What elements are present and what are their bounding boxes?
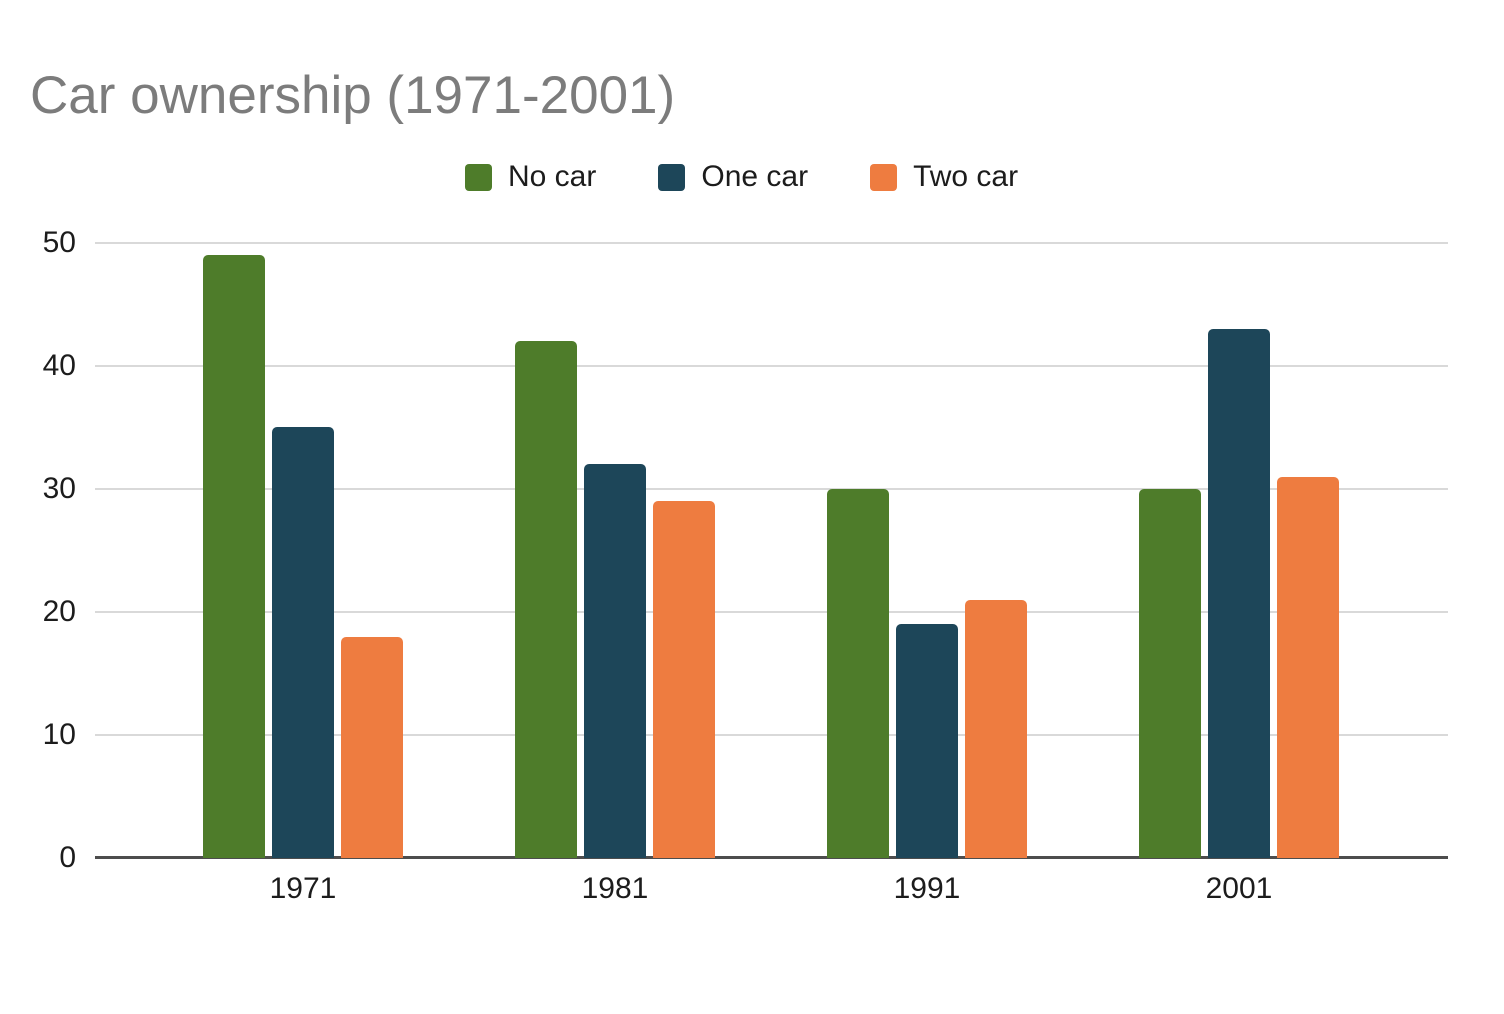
- x-axis-label-1981: 1981: [581, 872, 649, 905]
- legend: No car One car Two car: [465, 160, 1018, 194]
- bar-no-car-2001: [1139, 489, 1201, 858]
- chart-title: Car ownership (1971-2001): [30, 66, 676, 125]
- x-axis-label-2001: 2001: [1205, 872, 1273, 905]
- gridline-20: [95, 611, 1448, 613]
- legend-label-one-car: One car: [701, 160, 809, 193]
- bar-no-car-1981: [515, 341, 577, 858]
- gridline-10: [95, 734, 1448, 736]
- legend-swatch-no-car: [465, 163, 492, 191]
- x-axis-label-1971: 1971: [269, 872, 337, 905]
- x-axis-label-1991: 1991: [893, 872, 961, 905]
- bar-two-car-1991: [965, 600, 1027, 858]
- y-axis-label-20: 20: [42, 595, 76, 628]
- gridline-40: [95, 365, 1448, 367]
- legend-label-no-car: No car: [508, 160, 597, 193]
- gridline-30: [95, 488, 1448, 490]
- bar-two-car-1981: [653, 501, 715, 858]
- legend-item-no-car: No car: [465, 160, 596, 194]
- legend-swatch-two-car: [870, 163, 898, 191]
- bar-one-car-1991: [896, 624, 958, 858]
- y-axis-label-50: 50: [42, 226, 76, 259]
- bar-one-car-1981: [584, 464, 646, 858]
- legend-item-two-car: Two car: [870, 160, 1018, 194]
- legend-item-one-car: One car: [658, 160, 808, 194]
- bar-one-car-1971: [272, 427, 334, 858]
- legend-label-two-car: Two car: [913, 160, 1019, 193]
- x-axis-line: [95, 856, 1448, 859]
- y-axis-label-30: 30: [42, 472, 76, 505]
- gridline-50: [95, 242, 1448, 244]
- y-axis-label-40: 40: [42, 349, 76, 382]
- y-axis-label-0: 0: [59, 841, 76, 874]
- bar-no-car-1971: [203, 255, 265, 858]
- bar-two-car-1971: [341, 637, 403, 858]
- y-axis-label-10: 10: [42, 718, 76, 751]
- bar-no-car-1991: [827, 489, 889, 858]
- legend-swatch-one-car: [658, 163, 686, 191]
- bar-two-car-2001: [1277, 477, 1339, 858]
- bar-one-car-2001: [1208, 329, 1270, 858]
